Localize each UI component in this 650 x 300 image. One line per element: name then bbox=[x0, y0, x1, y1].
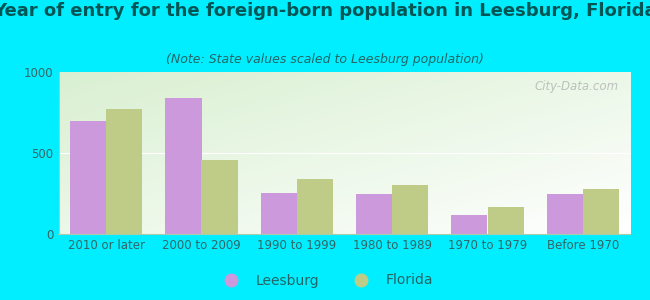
Text: Year of entry for the foreign-born population in Leesburg, Florida: Year of entry for the foreign-born popul… bbox=[0, 2, 650, 20]
Bar bbox=[547, 194, 583, 234]
Text: (Note: State values scaled to Leesburg population): (Note: State values scaled to Leesburg p… bbox=[166, 52, 484, 65]
Bar bbox=[356, 194, 392, 234]
Bar bbox=[261, 193, 297, 234]
Bar bbox=[202, 160, 238, 234]
Bar bbox=[392, 185, 428, 234]
Bar bbox=[488, 207, 524, 234]
Legend: Leesburg, Florida: Leesburg, Florida bbox=[211, 268, 439, 293]
Bar bbox=[451, 214, 488, 234]
Bar bbox=[106, 109, 142, 234]
Bar bbox=[70, 122, 106, 234]
Bar bbox=[297, 179, 333, 234]
Bar bbox=[165, 98, 202, 234]
Bar bbox=[583, 190, 619, 234]
Text: City-Data.com: City-Data.com bbox=[535, 80, 619, 93]
